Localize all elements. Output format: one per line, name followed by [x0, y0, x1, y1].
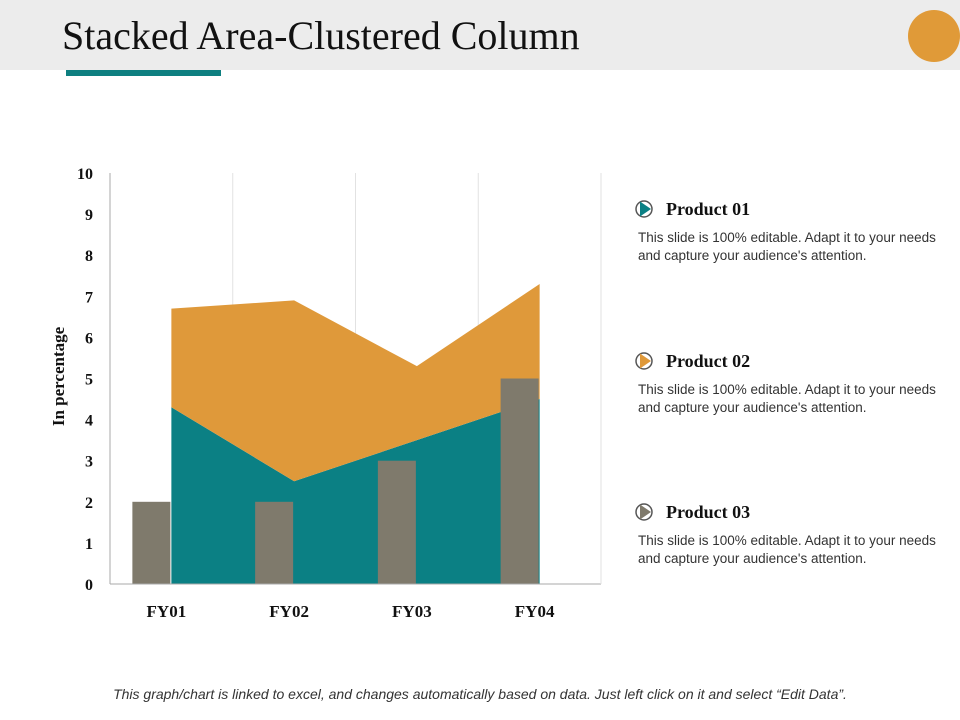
x-tick-label: FY02 — [269, 602, 309, 621]
x-tick-label: FY03 — [392, 602, 432, 621]
x-tick-label: FY04 — [515, 602, 555, 621]
y-tick-label: 10 — [77, 166, 93, 183]
y-tick-label: 2 — [85, 495, 93, 512]
bar-fy02 — [255, 501, 294, 584]
footer-note: This graph/chart is linked to excel, and… — [113, 686, 847, 702]
y-tick-label: 8 — [85, 248, 93, 265]
play-icon — [635, 352, 653, 370]
y-tick-label: 9 — [85, 207, 93, 224]
bar-fy01 — [132, 501, 171, 584]
y-tick-label: 1 — [85, 536, 93, 553]
legend-item-product-02: Product 02 This slide is 100% editable. … — [634, 350, 944, 417]
y-tick-label: 6 — [85, 330, 93, 347]
x-tick-label: FY01 — [147, 602, 187, 621]
y-tick-label: 3 — [85, 454, 93, 471]
y-tick-label: 7 — [85, 289, 93, 306]
title-bar — [0, 0, 960, 70]
bar-fy04 — [500, 378, 539, 584]
legend-item-product-03: Product 03 This slide is 100% editable. … — [634, 501, 944, 568]
page-title: Stacked Area-Clustered Column — [62, 13, 580, 58]
legend-item-product-01: Product 01 This slide is 100% editable. … — [634, 198, 944, 265]
y-axis-title: In percentage — [49, 326, 68, 426]
title-underline — [66, 70, 221, 76]
bar-fy03 — [377, 460, 416, 584]
y-tick-label: 0 — [85, 577, 93, 594]
legend-description: This slide is 100% editable. Adapt it to… — [638, 533, 936, 566]
chart: 0 1 2 3 4 5 6 7 8 9 10 FY01 FY02 FY03 FY04 In percentag… — [49, 166, 602, 621]
legend-description: This slide is 100% editable. Adapt it to… — [638, 230, 936, 263]
area-product-02 — [171, 283, 540, 482]
legend-description: This slide is 100% editable. Adapt it to… — [638, 382, 936, 415]
play-icon — [635, 503, 653, 521]
y-tick-label: 5 — [85, 372, 93, 389]
legend-name: Product 03 — [666, 501, 751, 522]
decorative-circle — [908, 10, 960, 62]
legend-name: Product 01 — [666, 198, 751, 219]
play-icon — [635, 200, 653, 218]
legend-name: Product 02 — [666, 350, 751, 371]
y-tick-label: 4 — [85, 413, 93, 430]
